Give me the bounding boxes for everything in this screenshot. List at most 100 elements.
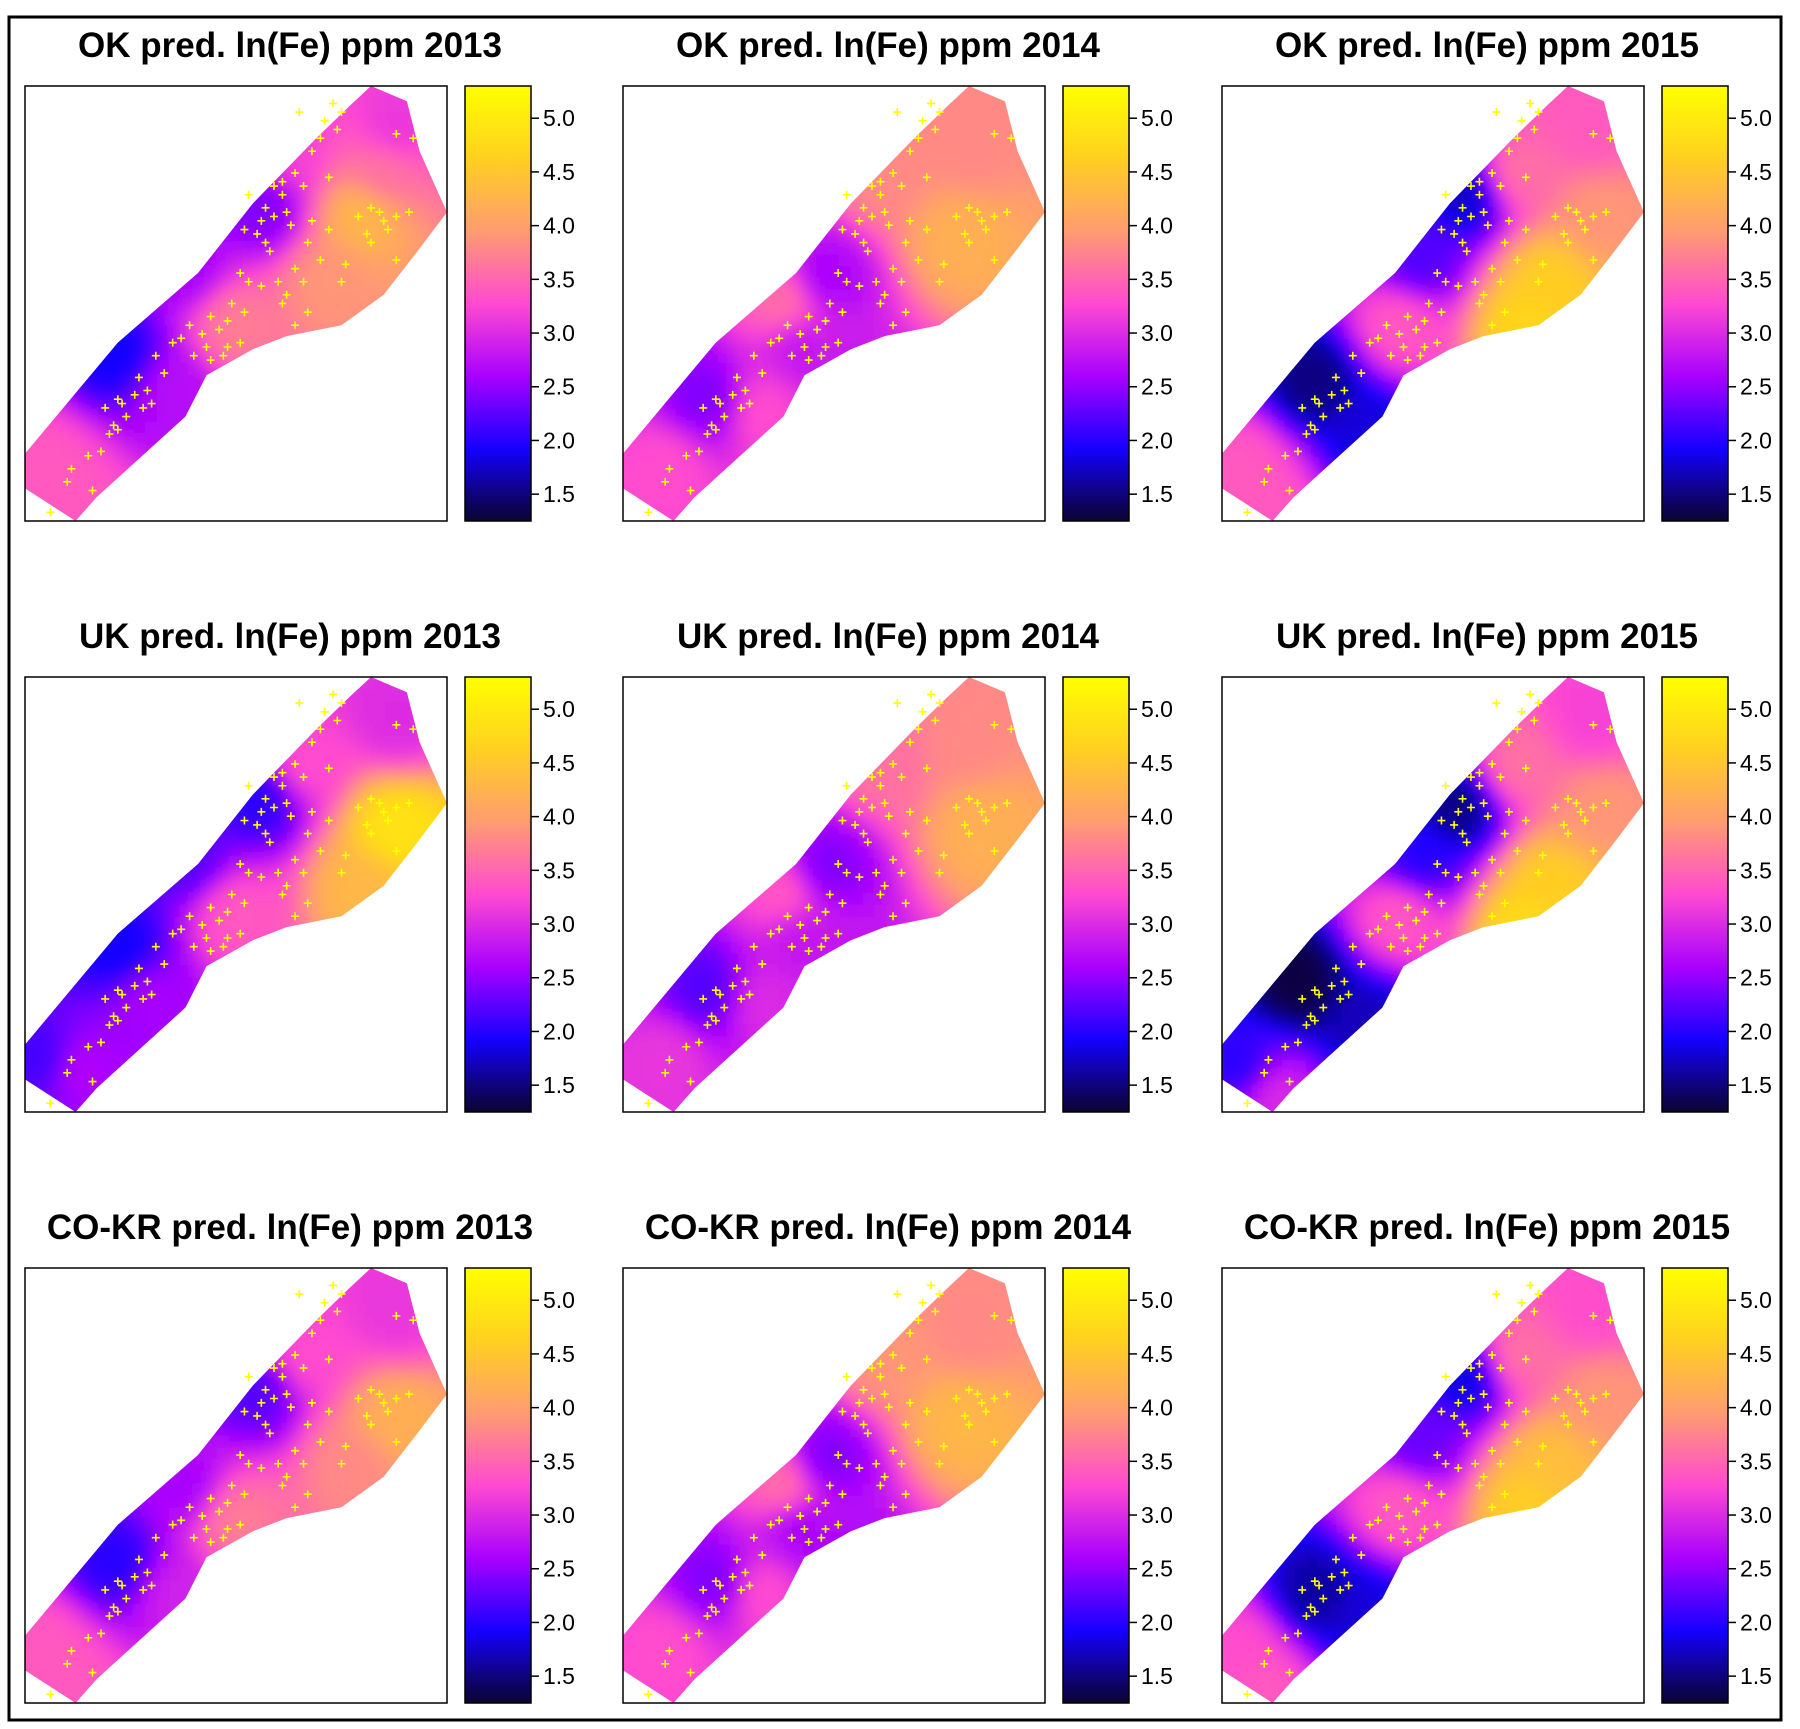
- sample-point: [1534, 108, 1543, 117]
- sample-point: [206, 356, 215, 365]
- sample-point: [897, 773, 906, 782]
- panel-title: CO-KR pred. ln(Fe) ppm 2013: [47, 1208, 533, 1247]
- sample-point: [299, 773, 308, 782]
- sample-point: [223, 316, 232, 325]
- sample-point: [278, 177, 287, 186]
- sample-point: [1564, 238, 1573, 247]
- colorbar-tick-label: 2.5: [543, 965, 575, 991]
- sample-point: [935, 868, 944, 877]
- sample-point: [1281, 1042, 1290, 1051]
- sample-point: [1441, 868, 1450, 877]
- sample-point: [1576, 1398, 1585, 1407]
- sample-point: [1416, 351, 1425, 360]
- sample-point: [118, 399, 127, 408]
- sample-point: [838, 1490, 847, 1499]
- sample-point: [227, 890, 236, 899]
- sample-point: [918, 707, 927, 716]
- colorbar-tick-label: 3.0: [1141, 320, 1173, 346]
- sample-point: [303, 238, 312, 247]
- colorbar-tick-label: 1.5: [1740, 481, 1772, 507]
- sample-point: [922, 1355, 931, 1364]
- sample-points: [644, 99, 1016, 517]
- sample-point: [367, 1385, 376, 1394]
- sample-point: [711, 395, 720, 404]
- sample-point: [893, 108, 902, 117]
- sample-point: [1496, 1364, 1505, 1373]
- sample-point: [1517, 707, 1526, 716]
- sample-point: [897, 1364, 906, 1373]
- sample-point: [1466, 182, 1475, 191]
- sample-point: [737, 994, 746, 1003]
- sample-point: [1589, 1438, 1598, 1446]
- colorbar-tick-label: 2.5: [1740, 374, 1772, 400]
- colorbar-tick-label: 3.5: [543, 857, 575, 883]
- sample-point: [800, 343, 809, 351]
- sample-point: [274, 277, 283, 286]
- sample-point: [257, 1398, 266, 1407]
- sample-point: [1551, 1394, 1560, 1403]
- sample-point: [206, 947, 215, 956]
- sample-point: [278, 781, 287, 790]
- panel-title: UK pred. ln(Fe) ppm 2013: [79, 617, 501, 656]
- sample-point: [813, 325, 822, 334]
- sample-points: [644, 690, 1016, 1108]
- sample-point: [817, 1533, 826, 1542]
- sample-point: [838, 308, 847, 317]
- sample-point: [1302, 430, 1311, 438]
- sample-point: [1450, 1411, 1459, 1420]
- sample-points: [644, 1281, 1016, 1699]
- sample-point: [1306, 421, 1315, 430]
- sample-point: [291, 760, 300, 768]
- sample-point: [1458, 1420, 1467, 1429]
- sample-point: [1260, 477, 1269, 486]
- sample-point: [914, 1438, 923, 1446]
- sample-point: [362, 1411, 371, 1420]
- map-frame: [1221, 85, 1645, 522]
- sample-point: [236, 929, 245, 938]
- colorbar-tick-label: 1.5: [1740, 1072, 1772, 1098]
- colorbar-tick-label: 5.0: [1740, 696, 1772, 722]
- sample-point: [240, 1490, 249, 1499]
- sample-point: [1526, 1281, 1535, 1290]
- colorbar-tick-label: 5.0: [1141, 696, 1173, 722]
- sample-point: [1572, 799, 1581, 808]
- sample-point: [337, 277, 346, 286]
- sample-point: [337, 108, 346, 117]
- sample-point: [333, 125, 342, 134]
- sample-point: [84, 1042, 93, 1051]
- sample-point: [973, 208, 982, 217]
- sample-point: [922, 1407, 931, 1416]
- sample-point: [316, 256, 325, 264]
- sample-point: [1492, 699, 1501, 708]
- sample-point: [316, 725, 325, 734]
- sample-point: [354, 803, 363, 812]
- sample-point: [720, 1003, 729, 1012]
- sample-point: [1559, 820, 1568, 829]
- sample-point: [1298, 994, 1307, 1003]
- sample-point: [749, 351, 758, 360]
- colorbar-tick-label: 3.0: [543, 320, 575, 346]
- sample-point: [1310, 986, 1319, 995]
- map-frame: [622, 85, 1046, 522]
- sample-point: [872, 1459, 881, 1468]
- sample-point: [405, 208, 414, 217]
- sample-point: [299, 182, 308, 191]
- sample-point: [1433, 860, 1442, 869]
- colorbar-tick-label: 4.5: [1740, 1341, 1772, 1367]
- sample-point: [1576, 807, 1585, 816]
- sample-point: [990, 1438, 999, 1446]
- sample-point: [749, 1533, 758, 1542]
- sample-point: [804, 1494, 813, 1503]
- sample-point: [367, 238, 376, 247]
- sample-point: [855, 1464, 864, 1473]
- sample-point: [1551, 803, 1560, 812]
- sample-point: [981, 225, 990, 234]
- sample-point: [1395, 329, 1404, 338]
- sample-point: [838, 1407, 847, 1416]
- sample-points: [46, 1281, 418, 1699]
- sample-point: [278, 768, 287, 777]
- sample-point: [901, 308, 910, 317]
- sample-point: [177, 1516, 186, 1525]
- colorbar-tick-label: 3.5: [1740, 266, 1772, 292]
- sample-point: [383, 816, 392, 825]
